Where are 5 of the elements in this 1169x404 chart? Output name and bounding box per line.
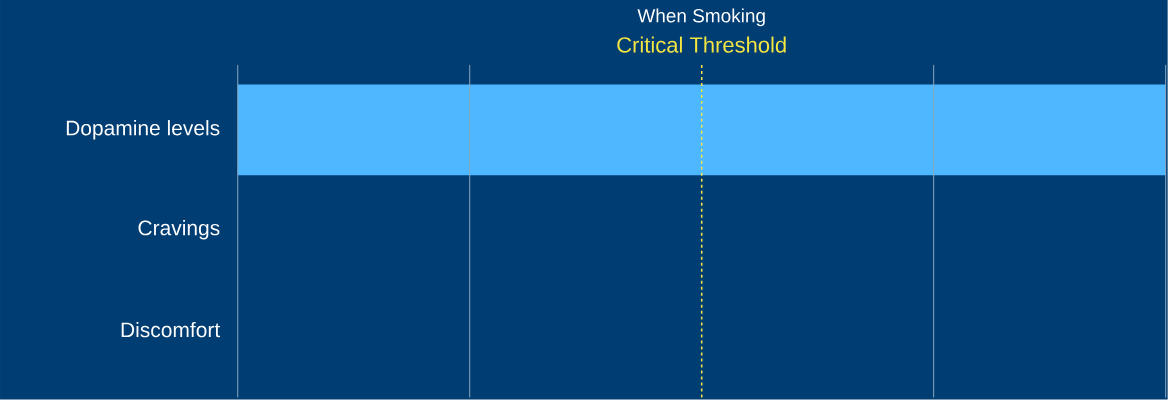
y-tick-label: Discomfort — [121, 321, 221, 338]
y-tick-label: Cravings — [138, 219, 220, 240]
ref-line-label: Critical Threshold — [617, 36, 786, 53]
chart-title: When Smoking — [637, 8, 765, 27]
y-tick-label: Dopamine levels — [66, 119, 220, 140]
